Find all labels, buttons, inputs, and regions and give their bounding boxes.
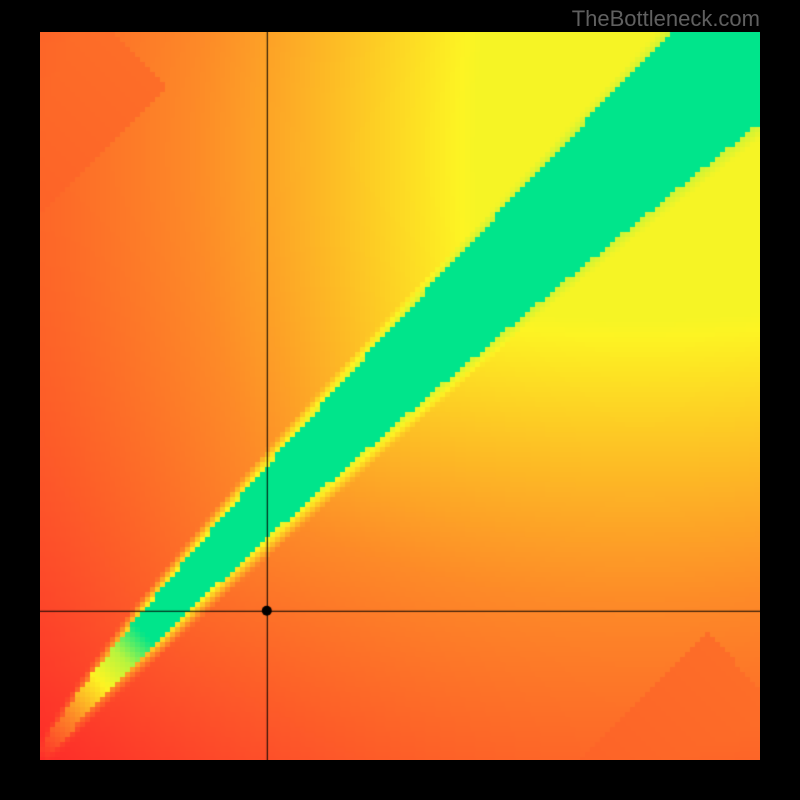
- heatmap-canvas: [40, 32, 760, 760]
- chart-container: TheBottleneck.com: [0, 0, 800, 800]
- plot-area: [40, 32, 760, 760]
- watermark-text: TheBottleneck.com: [572, 6, 760, 32]
